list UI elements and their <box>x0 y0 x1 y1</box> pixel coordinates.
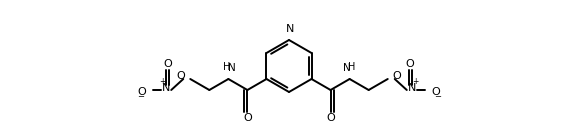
Text: O: O <box>405 59 414 69</box>
Text: O: O <box>392 71 402 81</box>
Text: O: O <box>432 87 440 97</box>
Text: N: N <box>228 63 235 73</box>
Text: N: N <box>286 24 294 34</box>
Text: O: O <box>243 113 252 123</box>
Text: O: O <box>138 87 146 97</box>
Text: +: + <box>413 78 419 87</box>
Text: N: N <box>408 83 416 93</box>
Text: O: O <box>326 113 335 123</box>
Text: N: N <box>162 83 170 93</box>
Text: N: N <box>343 63 350 73</box>
Text: H: H <box>223 62 230 72</box>
Text: O: O <box>176 71 186 81</box>
Text: −: − <box>434 92 441 102</box>
Text: −: − <box>137 92 144 102</box>
Text: H: H <box>348 62 355 72</box>
Text: +: + <box>159 78 165 87</box>
Text: O: O <box>164 59 173 69</box>
